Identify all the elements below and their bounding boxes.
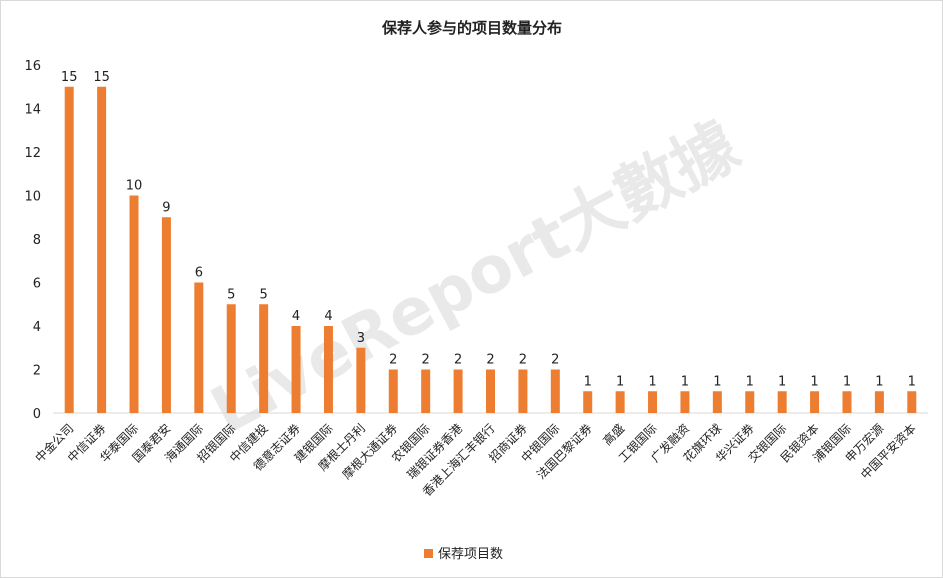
data-label: 3 <box>357 331 365 346</box>
bar <box>615 391 625 413</box>
data-label: 10 <box>126 179 143 194</box>
data-label: 1 <box>616 374 624 389</box>
bar <box>388 369 398 413</box>
data-label: 1 <box>584 374 592 389</box>
data-label: 6 <box>195 266 203 281</box>
bar <box>453 369 463 413</box>
bar <box>291 326 301 413</box>
bar <box>356 347 366 413</box>
legend: 保荐项目数 <box>424 547 503 562</box>
chart-title: 保荐人参与的项目数量分布 <box>381 19 562 37</box>
data-label: 1 <box>778 374 786 389</box>
legend-swatch <box>424 549 433 558</box>
bar <box>161 217 171 413</box>
bar <box>648 391 658 413</box>
x-tick-label: 高盛 <box>600 421 628 449</box>
bar <box>810 391 820 413</box>
bars-group <box>64 86 917 413</box>
data-label: 1 <box>648 374 656 389</box>
data-label: 1 <box>746 374 754 389</box>
x-tick-label: 瑞银证券香港 <box>404 421 466 483</box>
bar <box>680 391 690 413</box>
y-tick-label: 8 <box>33 233 41 248</box>
bar <box>777 391 787 413</box>
data-label: 2 <box>486 353 494 368</box>
data-label: 1 <box>681 374 689 389</box>
data-label: 2 <box>454 353 462 368</box>
data-label: 1 <box>875 374 883 389</box>
data-label: 2 <box>551 353 559 368</box>
x-tick-labels-group: 中金公司中信证券华泰国际国泰君安海通国际招银国际中信建投德意志证券建银国际摩根士… <box>32 421 919 499</box>
bar <box>64 86 74 413</box>
y-tick-label: 12 <box>24 146 41 161</box>
bar <box>421 369 431 413</box>
bar <box>226 304 236 413</box>
y-tick-label: 6 <box>33 277 41 292</box>
data-label: 15 <box>93 70 110 85</box>
data-label: 4 <box>292 309 300 324</box>
y-tick-label: 10 <box>24 190 41 205</box>
legend-label: 保荐项目数 <box>438 547 503 562</box>
data-label: 15 <box>61 70 78 85</box>
bar <box>259 304 269 413</box>
y-tick-label: 14 <box>24 103 41 118</box>
bar <box>907 391 917 413</box>
bar <box>518 369 528 413</box>
y-tick-label: 16 <box>24 59 41 74</box>
data-label: 2 <box>519 353 527 368</box>
x-tick-label: 摩根大通证券 <box>339 421 401 483</box>
bar <box>842 391 852 413</box>
watermark-text: LiveReport大數據 <box>200 109 752 449</box>
data-label: 2 <box>389 353 397 368</box>
data-label: 1 <box>713 374 721 389</box>
data-label: 5 <box>260 287 268 302</box>
bar <box>194 282 204 413</box>
data-label: 1 <box>908 374 916 389</box>
data-label: 9 <box>162 200 170 215</box>
bar <box>129 195 139 413</box>
y-tick-label: 0 <box>33 407 41 422</box>
bar <box>745 391 755 413</box>
data-label: 1 <box>843 374 851 389</box>
data-label: 4 <box>324 309 332 324</box>
y-axis: 0 2 4 6 8 10 12 14 16 <box>24 59 41 422</box>
x-tick-label: 法国巴黎证券 <box>533 421 595 483</box>
x-tick-label: 中国平安资本 <box>857 421 919 483</box>
bar <box>486 369 495 413</box>
bar <box>97 86 107 413</box>
y-tick-label: 2 <box>33 364 41 379</box>
data-labels-group: 15 15 10 9 6 5 5 4 4 3 2 2 2 2 2 2 1 1 1 1 1 1 1 1 1 1 1 <box>61 70 916 390</box>
bar <box>323 326 333 413</box>
data-label: 1 <box>810 374 818 389</box>
data-label: 2 <box>422 353 430 368</box>
watermark-layer: LiveReport大數據 <box>200 109 752 449</box>
bar <box>583 391 593 413</box>
bar <box>550 369 560 413</box>
bar <box>712 391 722 413</box>
data-label: 5 <box>227 287 235 302</box>
y-tick-label: 4 <box>33 320 41 335</box>
bar <box>874 391 884 413</box>
